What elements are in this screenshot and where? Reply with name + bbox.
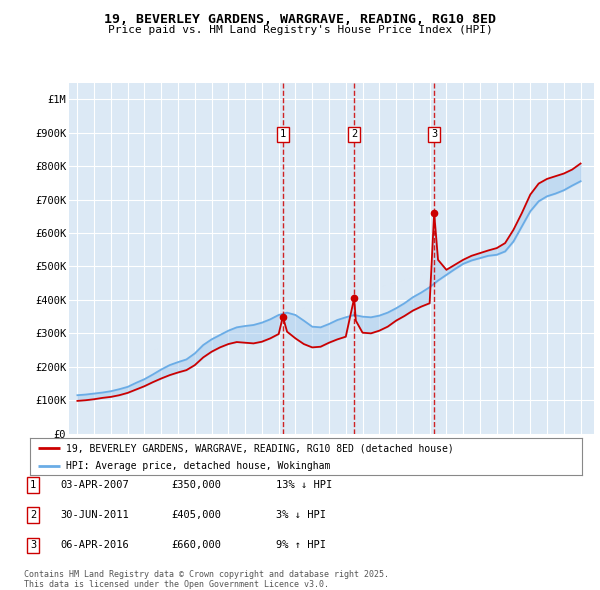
Text: 30-JUN-2011: 30-JUN-2011 xyxy=(60,510,129,520)
Text: £350,000: £350,000 xyxy=(171,480,221,490)
Text: 19, BEVERLEY GARDENS, WARGRAVE, READING, RG10 8ED: 19, BEVERLEY GARDENS, WARGRAVE, READING,… xyxy=(104,13,496,26)
Text: 1: 1 xyxy=(280,129,286,139)
Text: £405,000: £405,000 xyxy=(171,510,221,520)
Text: 19, BEVERLEY GARDENS, WARGRAVE, READING, RG10 8ED (detached house): 19, BEVERLEY GARDENS, WARGRAVE, READING,… xyxy=(66,443,454,453)
Text: 3: 3 xyxy=(30,540,36,550)
Text: 03-APR-2007: 03-APR-2007 xyxy=(60,480,129,490)
Text: Price paid vs. HM Land Registry's House Price Index (HPI): Price paid vs. HM Land Registry's House … xyxy=(107,25,493,35)
Text: 9% ↑ HPI: 9% ↑ HPI xyxy=(276,540,326,550)
Text: HPI: Average price, detached house, Wokingham: HPI: Average price, detached house, Woki… xyxy=(66,461,330,471)
Text: 3: 3 xyxy=(431,129,437,139)
Text: £660,000: £660,000 xyxy=(171,540,221,550)
Text: 2: 2 xyxy=(351,129,357,139)
Text: 2: 2 xyxy=(30,510,36,520)
Text: 3% ↓ HPI: 3% ↓ HPI xyxy=(276,510,326,520)
Text: 06-APR-2016: 06-APR-2016 xyxy=(60,540,129,550)
Text: 1: 1 xyxy=(30,480,36,490)
Text: 13% ↓ HPI: 13% ↓ HPI xyxy=(276,480,332,490)
Text: Contains HM Land Registry data © Crown copyright and database right 2025.
This d: Contains HM Land Registry data © Crown c… xyxy=(24,570,389,589)
